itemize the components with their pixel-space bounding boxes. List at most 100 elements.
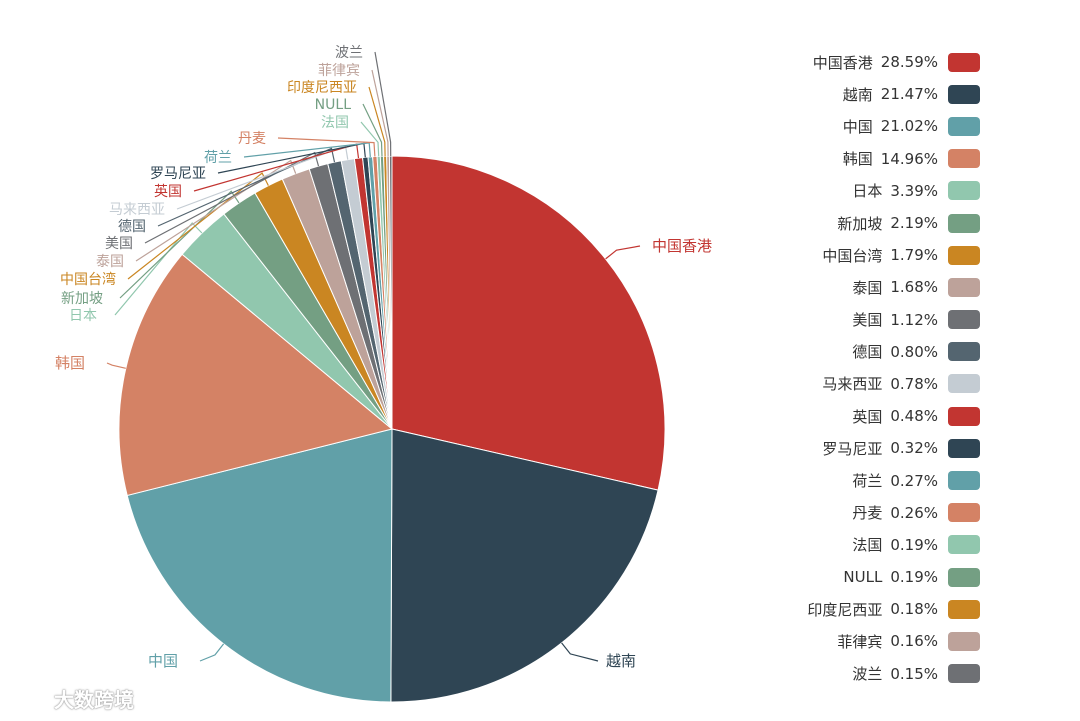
pie-slice-1[interactable] [390,428,659,703]
legend-item-percent: 0.26% [890,503,938,522]
slice-label-19: 波兰 [335,45,363,61]
legend-item-name: 美国 [852,311,883,330]
legend-item-percent: 0.18% [890,600,938,619]
legend-item-percent: 1.79% [890,246,938,265]
legend: 中国香港 28.59% 越南 21.47% 中国 21.02% 韩国 14.96% 日本 3.39… [700,46,980,690]
leader-line-14 [277,137,376,157]
legend-item-percent: 0.19% [890,535,938,554]
legend-swatch [948,664,980,684]
slice-label-13: 荷兰 [204,150,232,166]
watermark-logo-icon [11,689,50,707]
legend-item[interactable]: 菲律宾 0.16% [700,625,980,657]
legend-item-percent: 0.78% [890,374,938,393]
pie-slice-2[interactable] [126,428,393,703]
legend-item[interactable]: 罗马尼亚 0.32% [700,432,980,464]
slice-label-14: 丹麦 [238,131,266,147]
legend-item[interactable]: 丹麦 0.26% [700,497,980,529]
legend-item-name: 马来西亚 [822,375,883,394]
slice-label-1: 越南 [606,652,636,670]
legend-item-name: 泰国 [852,278,883,297]
leader-line-3 [106,362,126,369]
legend-item-name: 荷兰 [852,472,883,491]
legend-item[interactable]: 新加坡 2.19% [700,207,980,239]
legend-swatch [948,535,980,555]
legend-item-percent: 21.02% [880,117,938,136]
slice-label-17: 印度尼西亚 [287,80,357,96]
slice-label-12: 罗马尼亚 [150,166,206,182]
legend-item[interactable]: 美国 1.12% [700,304,980,336]
legend-item-percent: 0.15% [890,664,938,683]
legend-item-percent: 0.16% [890,632,938,651]
legend-item-name: 中国台湾 [822,246,883,265]
legend-swatch [948,438,980,458]
slice-label-7: 泰国 [96,254,124,270]
leader-line-7 [135,159,297,262]
pie-slices [118,155,666,703]
legend-item[interactable]: 中国台湾 1.79% [700,239,980,271]
legend-item-percent: 14.96% [880,149,938,168]
pie-slice-0[interactable] [391,155,666,491]
legend-item-percent: 0.48% [890,407,938,426]
legend-item[interactable]: 越南 21.47% [700,78,980,110]
legend-item-percent: 1.68% [890,278,938,297]
slice-label-0: 中国香港 [652,237,712,255]
slice-label-4: 日本 [69,308,97,324]
leader-line-18 [371,69,389,157]
legend-item[interactable]: 印度尼西亚 0.18% [700,593,980,625]
legend-item[interactable]: NULL 0.19% [700,561,980,593]
pie-slice-19[interactable] [388,155,393,430]
leader-line-4 [114,222,203,316]
legend-item-name: 日本 [852,182,883,201]
legend-item[interactable]: 中国香港 28.59% [700,46,980,78]
legend-item-name: 韩国 [842,150,873,169]
legend-item-percent: 0.32% [890,439,938,458]
legend-item-name: 波兰 [852,665,883,684]
slice-label-8: 美国 [105,236,133,252]
leader-line-15 [360,121,380,157]
legend-swatch [948,406,980,426]
legend-item-percent: 0.19% [890,568,938,587]
legend-swatch [948,374,980,394]
legend-item-percent: 0.80% [890,342,938,361]
legend-item[interactable]: 英国 0.48% [700,400,980,432]
leader-line-9 [157,147,336,227]
legend-swatch [948,310,980,330]
legend-swatch [948,213,980,233]
legend-item-percent: 2.19% [890,214,938,233]
legend-item-name: 中国香港 [812,53,873,72]
legend-item[interactable]: 波兰 0.15% [700,658,980,690]
legend-swatch [948,52,980,72]
legend-swatch [948,567,980,587]
legend-item-name: 中国 [842,117,873,136]
leader-line-5 [119,190,240,299]
slice-label-5: 新加坡 [61,291,103,307]
legend-item-name: 新加坡 [837,214,883,233]
legend-item[interactable]: 德国 0.80% [700,336,980,368]
legend-item[interactable]: 法国 0.19% [700,529,980,561]
pie-slice-3[interactable] [118,253,394,497]
legend-item[interactable]: 中国 21.02% [700,110,980,142]
leader-line-0 [605,245,641,260]
legend-item-name: 印度尼西亚 [807,600,883,619]
legend-swatch [948,631,980,651]
legend-item[interactable]: 泰国 1.68% [700,271,980,303]
legend-item[interactable]: 韩国 14.96% [700,143,980,175]
legend-swatch [948,503,980,523]
slice-label-9: 德国 [118,219,146,235]
slice-label-15: 法国 [321,115,349,131]
leader-line-8 [144,151,320,244]
legend-item-percent: 21.47% [880,85,938,104]
legend-item[interactable]: 马来西亚 0.78% [700,368,980,400]
leader-line-17 [368,86,386,157]
watermark: 大数跨境 [10,684,134,713]
leader-line-2 [199,643,225,662]
leader-line-16 [362,103,383,157]
slice-label-10: 马来西亚 [109,202,165,218]
legend-item[interactable]: 日本 3.39% [700,175,980,207]
legend-item-name: NULL [843,568,883,587]
legend-item[interactable]: 荷兰 0.27% [700,464,980,496]
legend-item-name: 菲律宾 [837,632,883,651]
legend-item-percent: 3.39% [890,181,938,200]
